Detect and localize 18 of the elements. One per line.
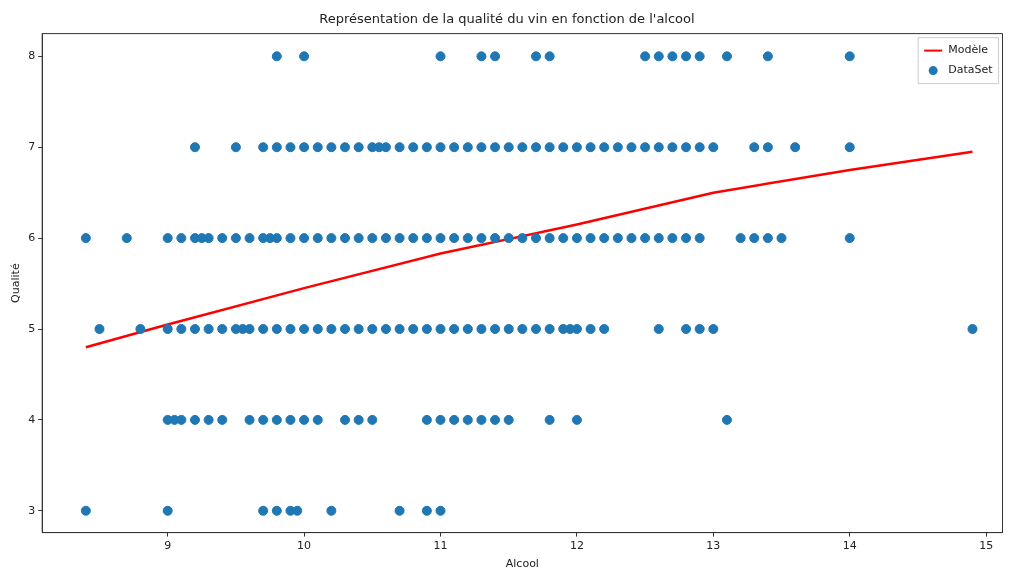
x-tick-label: 10 <box>297 539 312 553</box>
legend-label: DataSet <box>948 63 994 77</box>
x-tick-label: 11 <box>433 539 448 553</box>
chart-title: Représentation de la qualité du vin en fonction de l'alcool <box>319 11 695 27</box>
legend-label: Modèle <box>948 43 989 57</box>
y-axis-title: Qualité <box>9 263 23 303</box>
x-tick-label: 15 <box>979 539 994 553</box>
x-tick-label: 13 <box>706 539 721 553</box>
y-tick-label: 5 <box>28 321 36 335</box>
y-tick-label: 3 <box>28 503 36 517</box>
x-tick-label: 14 <box>842 539 857 553</box>
x-axis-title: Alcool <box>505 557 539 571</box>
x-tick-label: 12 <box>569 539 584 553</box>
y-tick-label: 8 <box>28 49 36 63</box>
y-tick-label: 7 <box>28 140 36 154</box>
y-tick-label: 4 <box>28 412 36 426</box>
y-tick-label: 6 <box>28 230 36 244</box>
x-tick-label: 9 <box>164 539 172 553</box>
